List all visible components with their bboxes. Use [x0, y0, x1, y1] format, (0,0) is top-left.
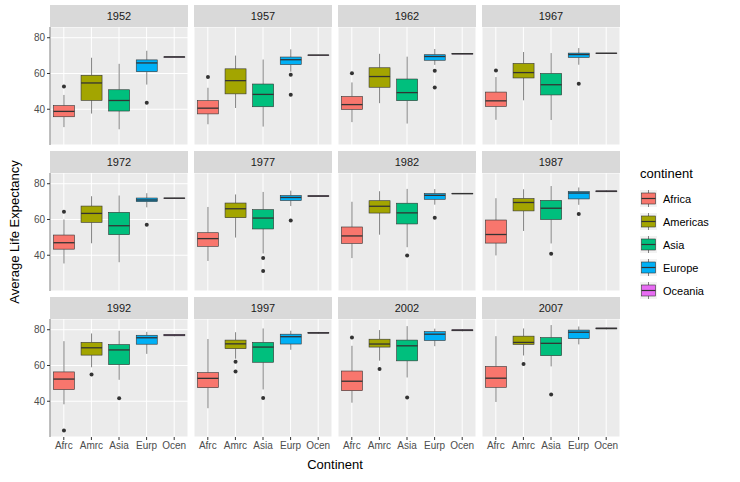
svg-text:Afrc: Afrc	[55, 440, 73, 451]
html-text:1987: 1987	[538, 156, 564, 168]
svg-text:Eurp: Eurp	[136, 440, 158, 451]
svg-text:Asia: Asia	[541, 440, 561, 451]
html-text:1977: 1977	[250, 156, 276, 168]
html-text:Asia: Asia	[663, 238, 685, 251]
svg-text:Asia: Asia	[253, 440, 273, 451]
svg-text:Amrc: Amrc	[80, 440, 103, 451]
svg-text:60: 60	[34, 68, 46, 79]
html-text:continent: continent	[640, 166, 693, 181]
svg-text:Ocen: Ocen	[162, 440, 186, 451]
html-text:Americas: Americas	[663, 215, 709, 228]
svg-text:Ocen: Ocen	[450, 440, 474, 451]
html-text:1957: 1957	[250, 10, 276, 22]
svg-text:Eurp: Eurp	[568, 440, 590, 451]
svg-text:60: 60	[34, 214, 46, 225]
svg-text:Ocen: Ocen	[306, 440, 330, 451]
svg-text:Ocen: Ocen	[594, 440, 618, 451]
svg-text:40: 40	[34, 250, 46, 261]
svg-text:Afrc: Afrc	[199, 440, 217, 451]
html-text:Oceania: Oceania	[663, 284, 704, 297]
html-text:1982: 1982	[394, 156, 420, 168]
svg-text:Afrc: Afrc	[343, 440, 361, 451]
html-text:1962: 1962	[394, 10, 420, 22]
svg-text:Eurp: Eurp	[280, 440, 302, 451]
svg-text:40: 40	[34, 396, 46, 407]
html-text:1967: 1967	[538, 10, 564, 22]
svg-text:80: 80	[34, 32, 46, 43]
svg-text:80: 80	[34, 178, 46, 189]
html-text:1972: 1972	[106, 156, 132, 168]
svg-text:Eurp: Eurp	[424, 440, 446, 451]
svg-text:Asia: Asia	[397, 440, 417, 451]
svg-text:80: 80	[34, 324, 46, 335]
html-text:1952: 1952	[106, 10, 132, 22]
html-text:Average Life Expectancy: Average Life Expectancy	[6, 160, 22, 304]
html-text:1992: 1992	[106, 302, 132, 314]
svg-text:Amrc: Amrc	[512, 440, 535, 451]
svg-text:Amrc: Amrc	[368, 440, 391, 451]
html-text:2002: 2002	[394, 302, 420, 314]
html-text:1997: 1997	[250, 302, 276, 314]
html-text:Continent: Continent	[307, 457, 363, 472]
svg-text:Afrc: Afrc	[487, 440, 505, 451]
svg-text:Amrc: Amrc	[224, 440, 247, 451]
html-text:Africa: Africa	[663, 192, 692, 205]
html-text:Europe: Europe	[663, 261, 699, 274]
html-text:2007: 2007	[538, 302, 564, 314]
svg-text:Asia: Asia	[109, 440, 129, 451]
svg-text:40: 40	[34, 104, 46, 115]
svg-text:60: 60	[34, 360, 46, 371]
